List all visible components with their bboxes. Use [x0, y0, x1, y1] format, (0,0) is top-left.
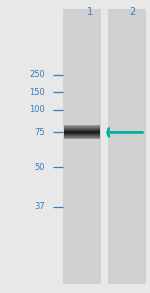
Bar [64, 125, 100, 126]
Bar [63, 9, 100, 284]
Bar [64, 133, 100, 134]
Bar [64, 126, 100, 127]
Text: 50: 50 [34, 163, 45, 171]
Bar [64, 132, 100, 133]
Text: 37: 37 [34, 202, 45, 211]
Bar [108, 9, 146, 284]
Text: 250: 250 [29, 70, 45, 79]
Bar [64, 134, 100, 135]
Bar [64, 132, 100, 133]
Text: 150: 150 [29, 88, 45, 97]
Bar [64, 131, 100, 132]
Bar [64, 127, 100, 128]
Bar [64, 128, 100, 129]
Bar [64, 130, 100, 131]
Bar [64, 129, 100, 130]
Bar [64, 133, 100, 134]
Bar [64, 138, 100, 139]
Text: 1: 1 [87, 7, 93, 17]
Text: 75: 75 [34, 128, 45, 137]
Bar [64, 136, 100, 137]
Text: 100: 100 [29, 105, 45, 114]
Bar [64, 135, 100, 136]
Bar [64, 138, 100, 139]
Bar [64, 135, 100, 136]
Bar [64, 130, 100, 131]
Bar [64, 137, 100, 138]
Bar [64, 136, 100, 137]
Text: 2: 2 [129, 7, 135, 17]
